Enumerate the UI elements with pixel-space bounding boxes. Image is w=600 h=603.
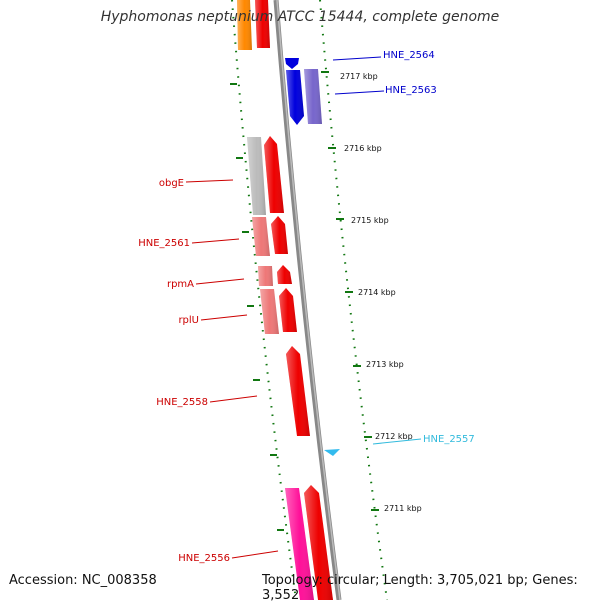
label-leader: [191, 238, 240, 244]
gene-label-hne2556[interactable]: HNE_2556: [178, 553, 230, 564]
gene-hne2564[interactable]: [285, 58, 299, 69]
gene-label-hne2561[interactable]: HNE_2561: [138, 238, 190, 249]
label-leader: [185, 179, 234, 183]
label-leader: [231, 550, 279, 559]
gene-hne2557[interactable]: [324, 449, 340, 456]
gene-label-obgE[interactable]: obgE: [159, 178, 184, 189]
gene-label-hne2557[interactable]: HNE_2557: [423, 434, 475, 445]
label-leader: [200, 314, 248, 321]
map-title: Hyphomonas neptunium ATCC 15444, complet…: [100, 9, 500, 25]
gene-label-rplU[interactable]: rplU: [178, 315, 199, 326]
label-leader: [332, 56, 382, 61]
topology-text: Topology: circular; Length: 3,705,021 bp…: [262, 573, 578, 603]
gene-label-rpmA[interactable]: rpmA: [167, 279, 194, 290]
scale-tick-labels: 2717 kbp 2716 kbp 2715 kbp 2714 kbp 2713…: [340, 72, 422, 513]
gene-labels: HNE_2564 HNE_2563 obgE HNE_2561 rpmA rpl…: [138, 50, 475, 564]
gene-label-hne2564[interactable]: HNE_2564: [383, 50, 435, 61]
gc-skew-marks: [230, 71, 379, 531]
gene-label-hne2563[interactable]: HNE_2563: [385, 85, 437, 96]
label-leader: [372, 438, 422, 445]
tick-label: 2714 kbp: [358, 288, 396, 297]
accession-text: Accession: NC_008358: [9, 573, 157, 588]
label-leader: [195, 278, 245, 285]
genome-backbone: [273, 0, 342, 600]
tick-label: 2716 kbp: [344, 144, 382, 153]
tick-label: 2712 kbp: [375, 432, 413, 441]
tick-label: 2713 kbp: [366, 360, 404, 369]
tick-label: 2715 kbp: [351, 216, 389, 225]
tick-label: 2711 kbp: [384, 504, 422, 513]
tick-label: 2717 kbp: [340, 72, 378, 81]
gene-label-hne2558[interactable]: HNE_2558: [156, 397, 208, 408]
gc-content-track: [231, 0, 388, 600]
gene-shading: [237, 0, 333, 600]
genome-backbone-highlight: [276, 0, 341, 600]
label-leader: [334, 90, 385, 95]
label-leader: [209, 395, 258, 403]
